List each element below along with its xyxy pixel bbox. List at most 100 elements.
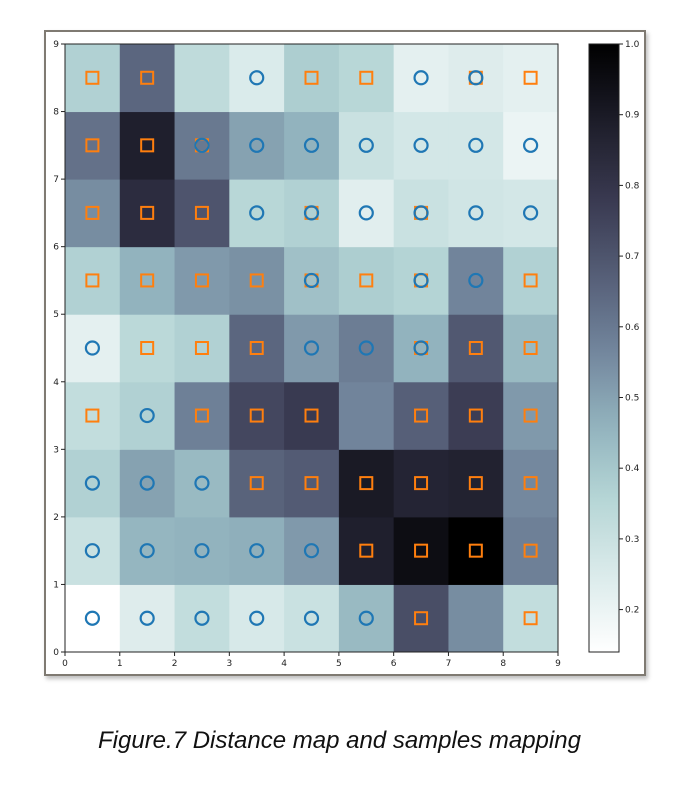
heatmap-cell — [338, 179, 395, 248]
x-tick-label: 5 — [336, 659, 342, 669]
heatmap-cell — [284, 381, 340, 450]
square-marker — [140, 273, 155, 288]
heatmap-cell — [448, 111, 504, 180]
x-tick-label: 3 — [226, 659, 232, 669]
heatmap-cell — [229, 314, 285, 383]
x-tick-label: 2 — [172, 659, 178, 669]
heatmap-cell — [503, 179, 559, 248]
square-marker — [468, 543, 483, 558]
circle-marker — [194, 610, 210, 626]
circle-marker — [139, 407, 155, 424]
square-marker — [194, 273, 209, 288]
heatmap-cell — [119, 246, 176, 315]
heatmap-cell — [338, 584, 395, 653]
circle-marker — [139, 475, 155, 491]
square-marker — [359, 70, 374, 85]
circle-marker — [358, 340, 374, 356]
circle-marker — [413, 340, 429, 356]
circle-marker — [303, 610, 320, 626]
heatmap-cell — [65, 179, 121, 248]
heatmap-cell — [393, 111, 449, 180]
heatmap-cell — [338, 381, 395, 450]
y-tick-label: 2 — [53, 513, 59, 523]
circle-marker — [413, 137, 429, 153]
heatmap-cell — [119, 111, 176, 180]
heatmap-cell — [503, 516, 559, 585]
circle-marker — [84, 340, 100, 356]
heatmap-cell — [65, 584, 121, 653]
colorbar-tick-label: 0.5 — [625, 393, 639, 403]
heatmap-cell — [448, 449, 504, 518]
square-marker — [249, 476, 264, 491]
square-marker — [359, 476, 374, 491]
square-marker — [523, 408, 538, 423]
heatmap-cell — [338, 449, 395, 518]
heatmap-cell — [393, 449, 449, 518]
heatmap-cell — [503, 44, 559, 113]
colorbar-tick-label: 0.7 — [625, 252, 639, 262]
heatmap-cell — [119, 314, 176, 383]
square-marker — [194, 205, 209, 220]
colorbar-tick-label: 0.3 — [625, 535, 639, 545]
heatmap-cell — [503, 246, 559, 315]
heatmap-cell — [393, 516, 449, 585]
circle-marker — [303, 543, 320, 559]
heatmap-cell — [503, 111, 559, 180]
heatmap-cell — [174, 246, 230, 315]
square-marker — [194, 341, 209, 355]
heatmap-cell — [119, 381, 176, 450]
circle-marker — [468, 272, 484, 289]
heatmap-cell — [284, 449, 340, 518]
colorbar — [588, 43, 620, 653]
circle-marker — [194, 475, 210, 491]
colorbar-tick-label: 0.2 — [625, 606, 639, 616]
square-marker — [468, 476, 483, 491]
heatmap-cell — [174, 449, 230, 518]
heatmap-cell — [284, 111, 340, 180]
distance-map-chart: 0 1 2 3 4 5 6 7 8 9 0 1 2 3 4 5 6 7 8 9 0.2 0.3 0.4 0.5 0.6 0.7 0.… — [53, 40, 640, 669]
square-marker — [523, 341, 538, 355]
square-marker — [140, 205, 155, 220]
square-marker — [468, 341, 483, 355]
circle-marker — [523, 137, 539, 153]
square-marker — [523, 476, 538, 491]
square-marker — [85, 408, 100, 423]
heatmap-cell — [65, 111, 121, 180]
heatmap-cell — [174, 381, 230, 450]
x-tick-label: 4 — [281, 659, 287, 669]
y-tick-label: 4 — [53, 378, 59, 388]
circle-marker — [303, 205, 320, 221]
circle-marker — [303, 340, 320, 356]
square-marker — [304, 476, 319, 491]
square-marker — [523, 70, 538, 85]
y-tick-label: 1 — [53, 580, 59, 590]
heatmap-cell — [229, 516, 285, 585]
heatmap-cell — [65, 44, 121, 113]
circle-marker — [249, 205, 265, 221]
circle-marker — [249, 70, 265, 86]
x-tick-label: 0 — [62, 659, 68, 669]
heatmap-cell — [284, 246, 340, 315]
heatmap-cell — [229, 584, 285, 653]
heatmap-cell — [503, 584, 559, 653]
square-marker — [359, 543, 374, 558]
square-marker — [414, 476, 429, 491]
heatmap-cell — [229, 449, 285, 518]
heatmap-cell — [229, 381, 285, 450]
heatmap-cell — [229, 44, 285, 113]
heatmap-cell — [503, 314, 559, 383]
square-marker — [414, 543, 429, 558]
x-tick-label: 9 — [555, 659, 561, 669]
colorbar-tick-label: 0.9 — [625, 111, 640, 121]
heatmap-cell — [338, 246, 395, 315]
square-marker — [523, 543, 538, 558]
heatmap-cell — [393, 44, 449, 113]
y-tick-label: 5 — [53, 310, 59, 320]
heatmap-cell — [393, 246, 449, 315]
heatmap-cell — [448, 179, 504, 248]
square-marker — [523, 273, 538, 288]
heatmap-cell — [338, 314, 395, 383]
heatmap-cell — [448, 516, 504, 585]
heatmap-cell — [119, 44, 176, 113]
heatmap-cell — [503, 381, 559, 450]
